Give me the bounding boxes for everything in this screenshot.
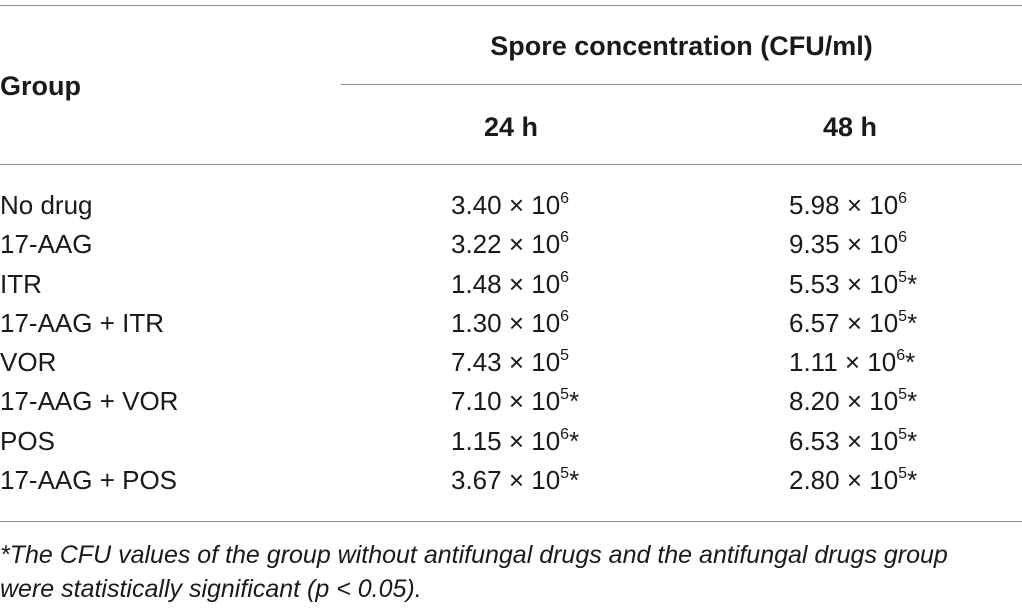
cfu-24h-cell: 3.22 × 106: [451, 229, 570, 260]
group-name-cell: 17-AAG + ITR: [0, 307, 164, 338]
cfu-48h-cell: 8.20 × 105*: [789, 386, 918, 417]
group-name-cell: No drug: [0, 190, 93, 220]
table-row: 17-AAG + POS 3.67 × 105* 2.80 × 105*: [0, 461, 1022, 500]
group-name-cell: ITR: [0, 268, 42, 299]
cfu-24h-cell: 1.15 × 106*: [451, 425, 580, 456]
group-name-cell: 17-AAG + POS: [0, 465, 178, 496]
column-header-spore-concentration: Spore concentration (CFU/ml): [490, 31, 873, 61]
cfu-24h-cell: 3.40 × 106: [451, 190, 570, 220]
table-row: VOR 7.43 × 105 1.11 × 106*: [0, 343, 1022, 382]
column-header-group: Group: [0, 71, 81, 101]
cfu-24h-cell: 7.43 × 105: [451, 347, 570, 378]
table-row: 17-AAG + VOR 7.10 × 105* 8.20 × 105*: [0, 382, 1022, 421]
cfu-24h-cell: 7.10 × 105*: [451, 386, 580, 417]
cfu-48h-cell: 5.98 × 106: [789, 190, 908, 220]
group-name-cell: VOR: [0, 347, 57, 378]
table-bottom-rule: [0, 521, 1022, 522]
cfu-24h-cell: 1.48 × 106: [451, 268, 570, 299]
column-header-48h: 48 h: [822, 112, 878, 142]
table-row: 17-AAG + ITR 1.30 × 106 6.57 × 105*: [0, 304, 1022, 343]
cfu-48h-cell: 1.11 × 106*: [789, 347, 916, 378]
cfu-48h-cell: 9.35 × 106: [789, 229, 908, 260]
table-row: ITR 1.48 × 106 5.53 × 105*: [0, 265, 1022, 304]
group-name-cell: POS: [0, 425, 55, 456]
cfu-48h-cell: 5.53 × 105*: [789, 268, 918, 299]
footnote-line: *The CFU values of the group without ant…: [0, 541, 948, 569]
cfu-48h-cell: 2.80 × 105*: [789, 465, 918, 496]
table-row: POS 1.15 × 106* 6.53 × 105*: [0, 422, 1022, 461]
table-row: 17-AAG 3.22 × 106 9.35 × 106: [0, 225, 1022, 264]
table-row: No drug 3.40 × 106 5.98 × 106: [0, 186, 1022, 225]
table-body: No drug 3.40 × 106 5.98 × 106 17-AAG 3.2…: [0, 186, 1022, 500]
table-top-rule: [0, 5, 1022, 6]
cfu-24h-cell: 3.67 × 105*: [451, 465, 580, 496]
cfu-48h-cell: 6.57 × 105*: [789, 307, 918, 338]
cfu-24h-cell: 1.30 × 106: [451, 307, 570, 338]
table-footnote: *The CFU values of the group without ant…: [0, 538, 1022, 606]
group-name-cell: 17-AAG: [0, 229, 93, 260]
cfu-48h-cell: 6.53 × 105*: [789, 425, 918, 456]
group-name-cell: 17-AAG + VOR: [0, 386, 179, 417]
header-bottom-rule: [0, 164, 1022, 165]
column-header-24h: 24 h: [483, 112, 539, 142]
footnote-line: were statistically significant (p < 0.05…: [0, 575, 422, 603]
header-span-rule: [341, 84, 1022, 85]
